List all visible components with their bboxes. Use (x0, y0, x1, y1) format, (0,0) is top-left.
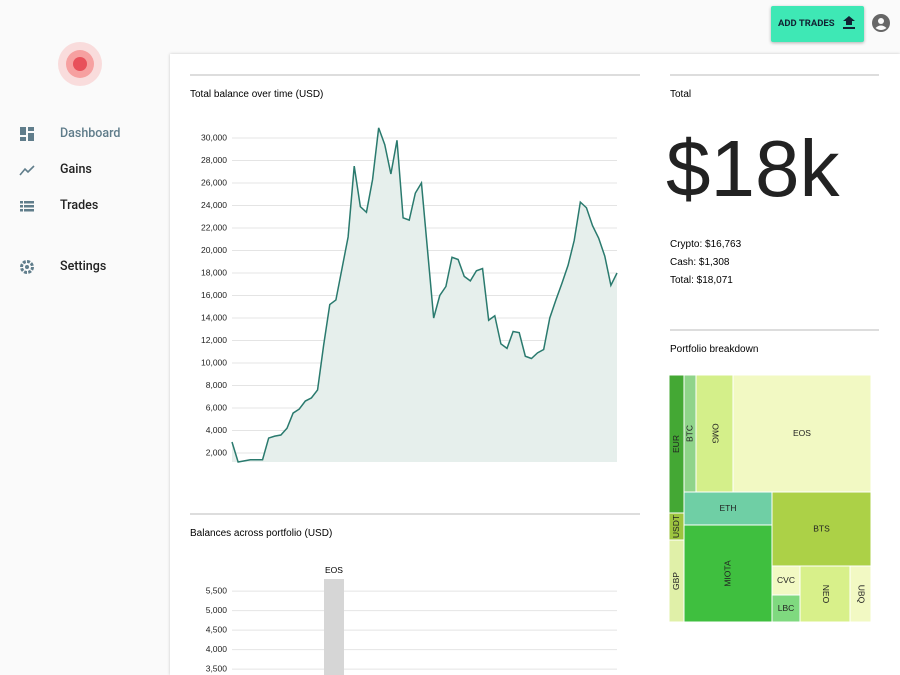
y-tick-label: 28,000 (201, 155, 227, 165)
treemap-cell (799, 565, 851, 623)
bar-label: EOS (325, 565, 343, 575)
treemap-label: GBP (671, 572, 681, 590)
nav-item[interactable]: Trades (60, 198, 99, 213)
treemap-label: MIOTA (722, 560, 732, 587)
y-tick-label: 16,000 (201, 290, 227, 300)
bar (324, 579, 344, 675)
account-icon[interactable] (872, 14, 890, 32)
nav-item[interactable]: Settings (60, 259, 107, 274)
y-tick-label: 5,000 (206, 605, 228, 615)
treemap-label: CVC (777, 575, 795, 585)
nav-item[interactable]: Gains (60, 162, 92, 177)
total-line: Cash: $1,308 (670, 257, 730, 268)
total-amount: $18k (666, 124, 840, 213)
chart-title: Total balance over time (USD) (190, 89, 323, 100)
y-tick-label: 2,000 (206, 447, 228, 457)
button-label: ADD TRADES (778, 18, 835, 29)
y-tick-label: 30,000 (201, 132, 227, 142)
upload-icon (843, 16, 855, 29)
treemap-label: UBQ (856, 585, 866, 604)
treemap-cell (771, 491, 872, 567)
treemap-label: EOS (793, 428, 811, 438)
y-tick-label: 3,500 (206, 663, 228, 673)
add-trades-button[interactable]: ADD TRADES (771, 6, 864, 42)
area (232, 127, 617, 462)
treemap-cell (771, 565, 801, 596)
treemap-cell (732, 374, 872, 493)
panel-title: Portfolio breakdown (670, 344, 758, 355)
panel-title: Total (670, 89, 691, 100)
y-tick-label: 4,000 (206, 425, 228, 435)
chart-title: Balances across portfolio (USD) (190, 528, 332, 539)
y-tick-label: 12,000 (201, 335, 227, 345)
treemap-label: NEO (821, 585, 831, 604)
y-tick-label: 8,000 (206, 380, 228, 390)
logo (58, 42, 102, 86)
y-tick-label: 6,000 (206, 402, 228, 412)
y-tick-label: 10,000 (201, 357, 227, 367)
y-tick-label: 4,500 (206, 624, 228, 634)
y-tick-label: 22,000 (201, 222, 227, 232)
treemap-label: ETH (720, 503, 737, 513)
y-tick-label: 5,500 (206, 585, 228, 595)
treemap-cell (683, 491, 773, 526)
y-tick-label: 18,000 (201, 267, 227, 277)
treemap-label: USDT (671, 515, 681, 538)
treemap-cell (683, 524, 773, 623)
treemap-label: BTC (684, 425, 694, 442)
total-line: Crypto: $16,763 (670, 239, 742, 250)
y-tick-label: 24,000 (201, 200, 227, 210)
treemap-cell (771, 594, 801, 623)
y-tick-label: 14,000 (201, 312, 227, 322)
treemap-label: EUR (671, 435, 681, 453)
nav-icons (19, 127, 35, 274)
total-line: Total: $18,071 (670, 275, 733, 286)
sidebar: Dashboard Gains Trades Settings (0, 0, 168, 675)
treemap-label: BTS (813, 523, 830, 533)
line (231, 127, 618, 463)
y-tick-label: 4,000 (206, 644, 228, 654)
nav-item[interactable]: Dashboard (60, 126, 121, 141)
y-tick-label: 26,000 (201, 177, 227, 187)
y-tick-label: 20,000 (201, 245, 227, 255)
treemap-cell (849, 565, 872, 623)
treemap-label: LBC (778, 603, 795, 613)
treemap-label: OMG (710, 423, 720, 443)
treemap-cell (695, 374, 734, 493)
